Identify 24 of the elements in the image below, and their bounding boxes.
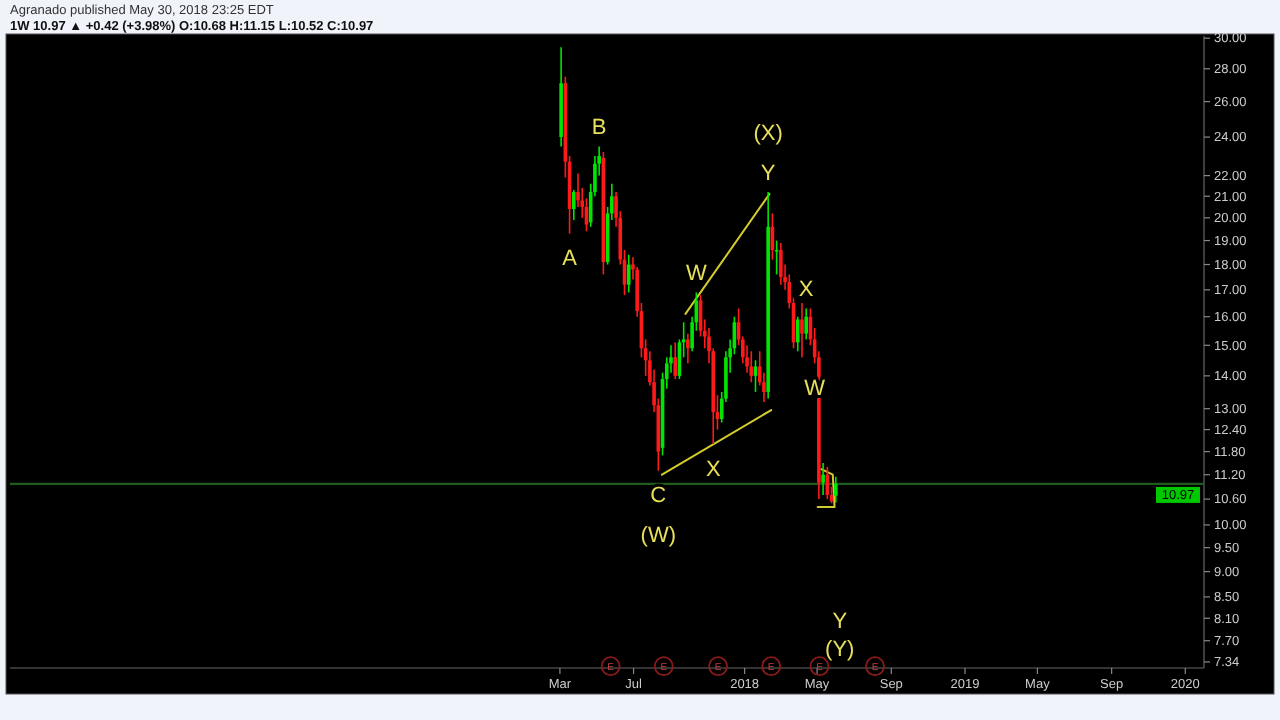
candlestick [800, 302, 804, 359]
annotation: B [591, 116, 607, 141]
annotation: C [650, 484, 667, 509]
candlestick [804, 307, 808, 341]
candlestick [779, 242, 783, 286]
annotation: (W) [640, 524, 677, 549]
annotation: X [705, 457, 722, 482]
candlestick [774, 239, 779, 276]
candlestick [749, 350, 754, 384]
candlestick [745, 344, 749, 374]
candlestick [833, 475, 838, 504]
candlestick [626, 253, 631, 294]
annotation: (X) [753, 121, 783, 146]
annotation: (Y) [825, 638, 855, 662]
annotation: Y [832, 610, 849, 634]
annotation: Y [760, 161, 777, 186]
annotation: W [685, 262, 708, 287]
candlestick [572, 189, 576, 221]
candlestick [821, 462, 825, 496]
candlestick [795, 315, 800, 353]
annotation: A [562, 247, 579, 272]
annotation: X [798, 278, 815, 303]
candlestick [673, 341, 678, 380]
candlestick [686, 332, 690, 365]
